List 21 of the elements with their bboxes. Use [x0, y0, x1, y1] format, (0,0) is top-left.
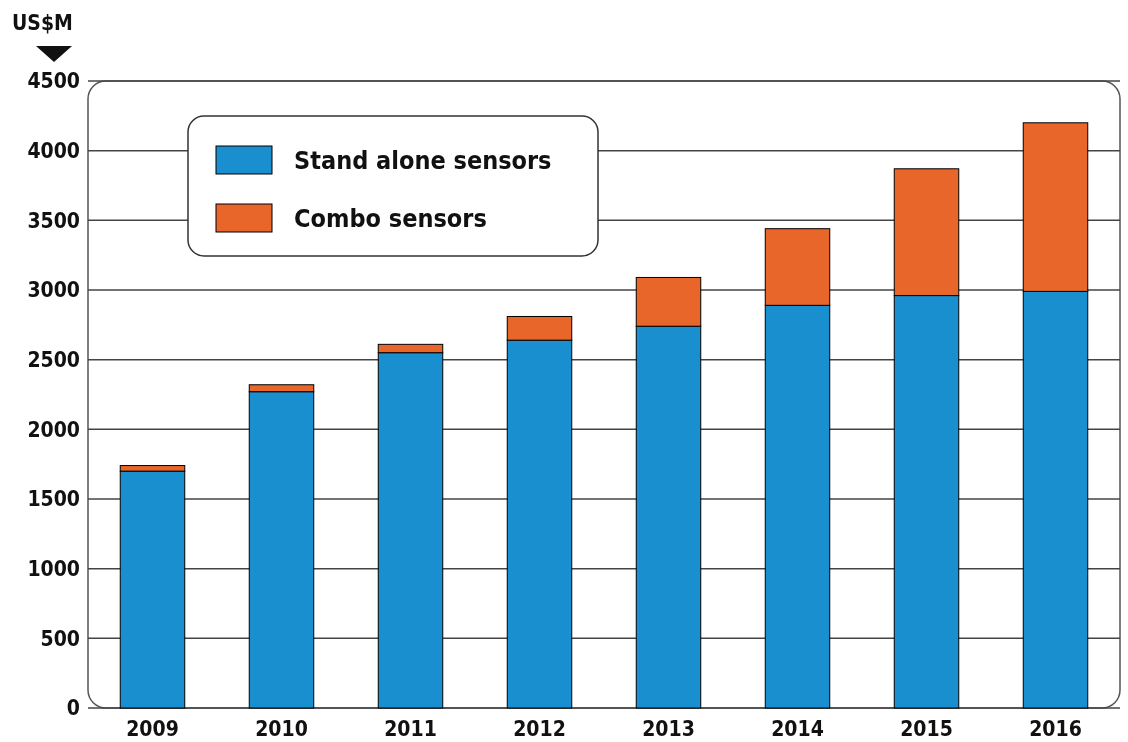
- x-tick-label: 2011: [384, 717, 437, 741]
- x-tick-label: 2010: [255, 717, 308, 741]
- y-tick-label: 4500: [27, 69, 80, 94]
- y-tick-label: 2500: [27, 348, 80, 373]
- legend-label: Combo sensors: [294, 203, 487, 233]
- y-tick-label: 1500: [27, 487, 80, 512]
- y-axis-title: US$M: [12, 11, 73, 35]
- y-tick-label: 2000: [27, 417, 80, 442]
- y-tick-label: 1000: [27, 557, 80, 582]
- y-tick-label: 3500: [27, 208, 80, 233]
- y-tick-label: 500: [40, 626, 80, 651]
- x-tick-label: 2014: [771, 717, 824, 741]
- x-tick-label: 2009: [126, 717, 179, 741]
- y-tick-label: 4000: [27, 139, 80, 164]
- x-tick-label: 2015: [900, 717, 953, 741]
- legend-label: Stand alone sensors: [294, 145, 552, 175]
- x-tick-label: 2016: [1029, 717, 1082, 741]
- y-tick-label: 0: [66, 696, 80, 721]
- x-tick-label: 2013: [642, 717, 695, 741]
- x-tick-label: 2012: [513, 717, 566, 741]
- y-tick-label: 3000: [27, 278, 80, 303]
